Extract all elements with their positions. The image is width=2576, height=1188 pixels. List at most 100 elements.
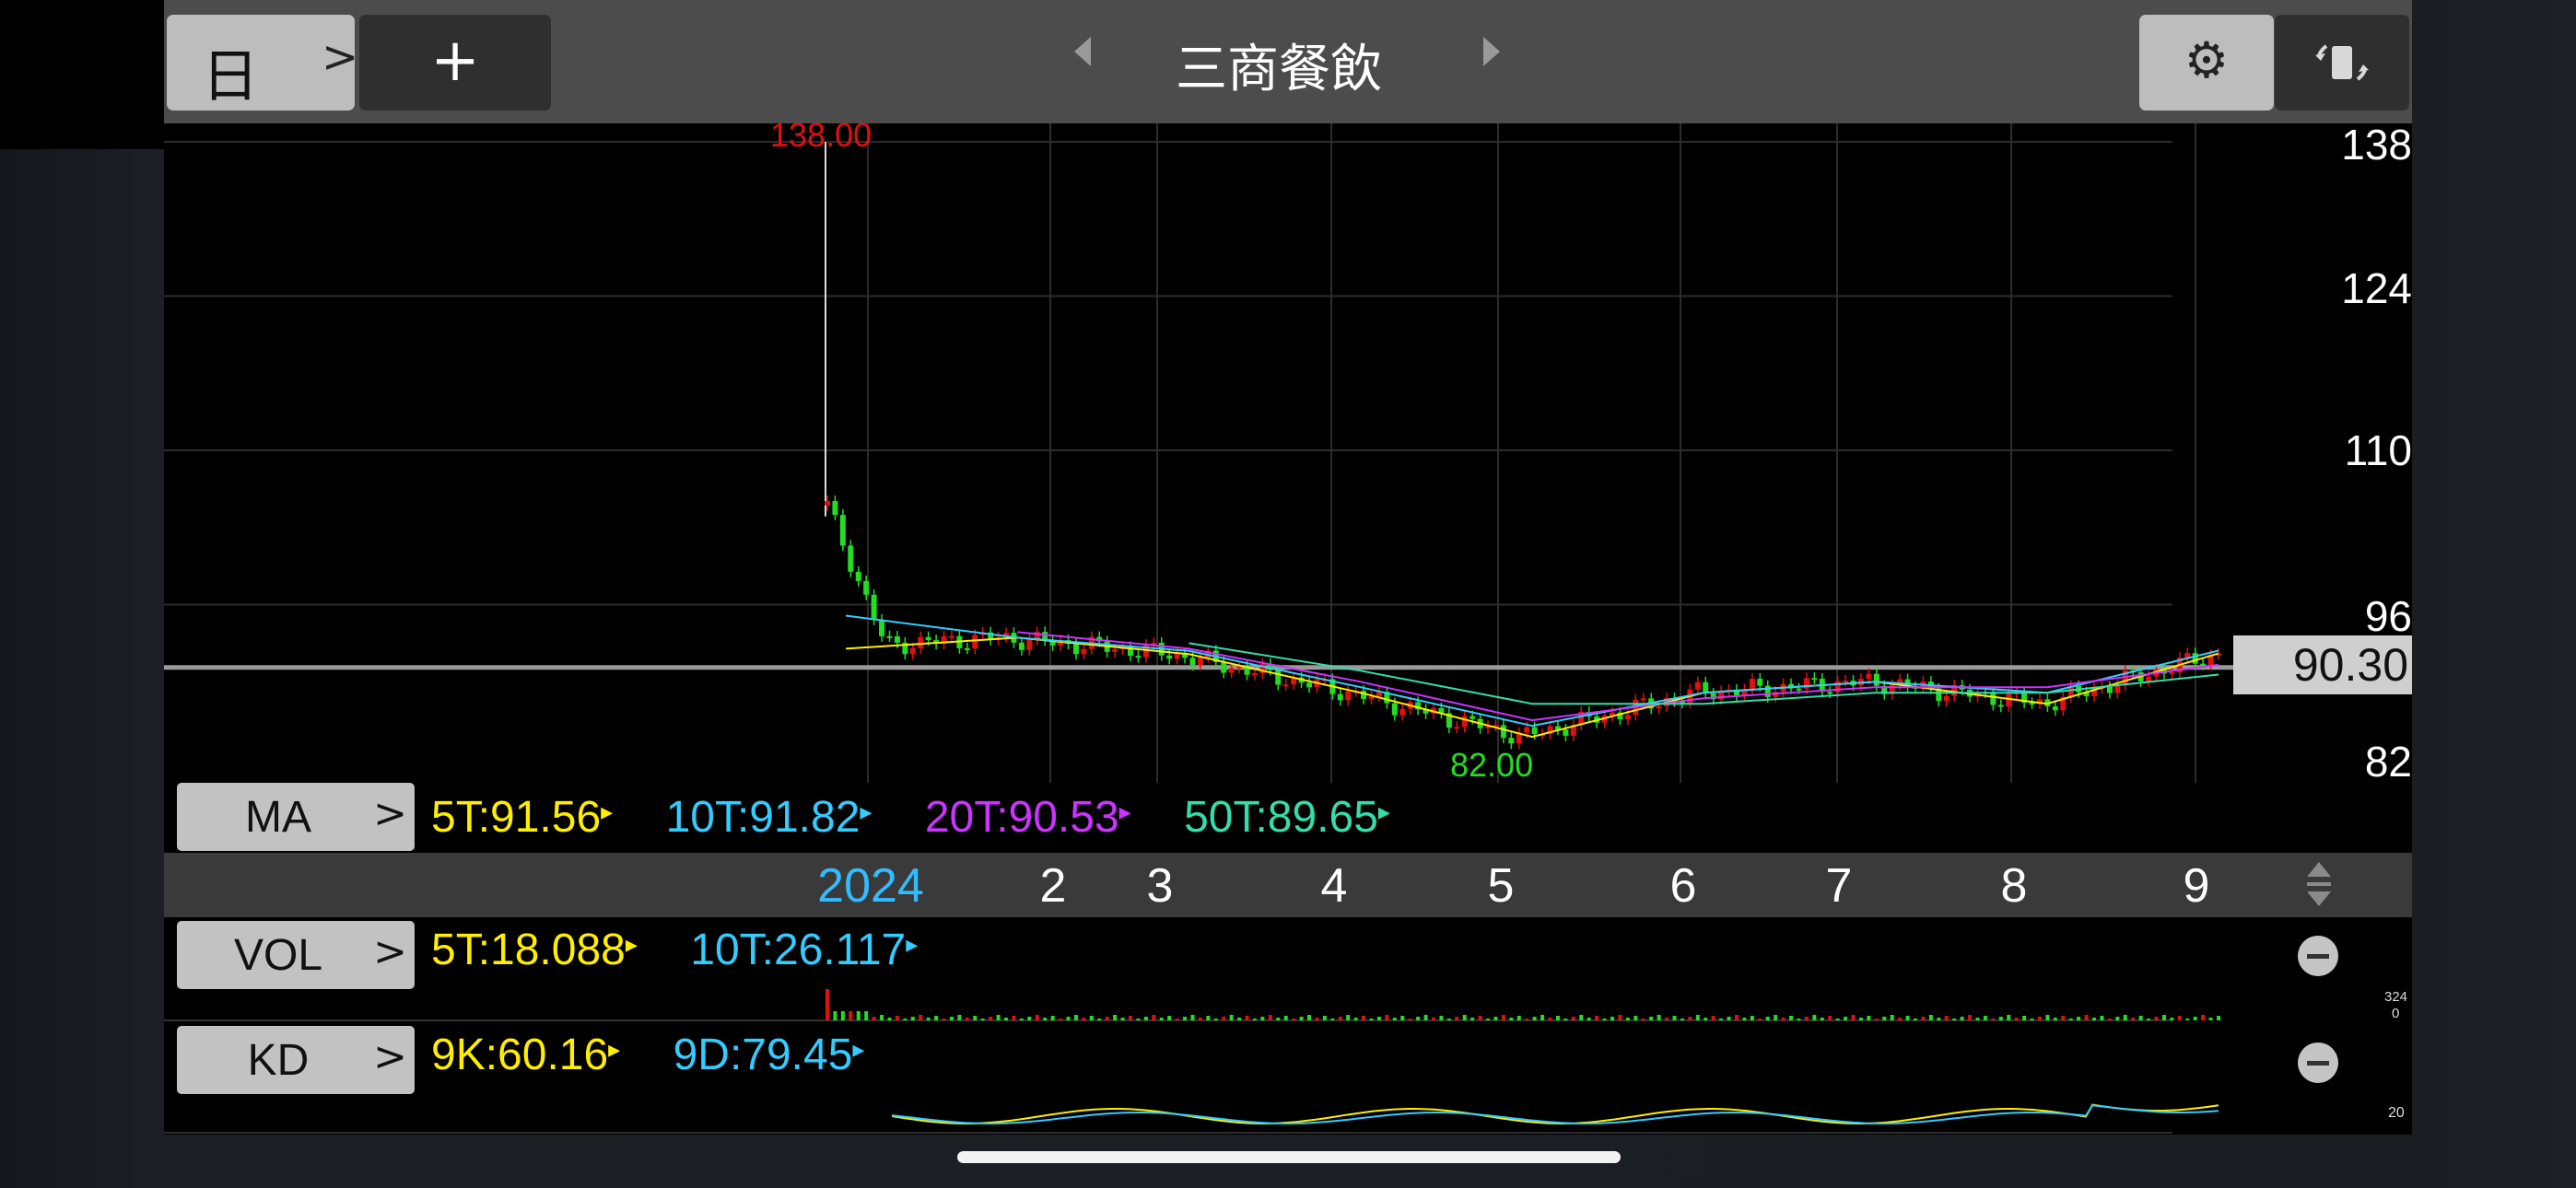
candle-body <box>1656 706 1662 709</box>
volume-bar <box>1245 1016 1249 1020</box>
volume-bar <box>1571 1017 1575 1020</box>
price-axis-label: 124 <box>2341 264 2412 312</box>
candle-body <box>1811 678 1818 681</box>
volume-bar <box>910 1017 915 1020</box>
rotate-screen-button[interactable] <box>2275 15 2409 111</box>
volume-bar <box>1252 1019 1257 1020</box>
candle-body <box>1990 693 1996 705</box>
volume-bar <box>2177 1016 2182 1020</box>
volume-bar <box>1672 1016 1677 1020</box>
volume-bar <box>1392 1018 1397 1020</box>
volume-bar <box>957 1015 962 1020</box>
home-indicator[interactable] <box>957 1151 1621 1163</box>
candle-body <box>1018 642 1025 650</box>
candle-body <box>2146 676 2152 681</box>
volume-bar <box>880 1015 884 1020</box>
settings-button[interactable]: ⚙ <box>2139 15 2274 111</box>
candle-body <box>1624 715 1631 720</box>
volume-bar <box>2208 1018 2213 1020</box>
volume-bar <box>934 1016 939 1020</box>
candle-body <box>2192 653 2198 664</box>
volume-bar <box>1525 1019 1529 1020</box>
volume-bar <box>1680 1019 1684 1020</box>
volume-bar <box>942 1019 946 1020</box>
volume-bar <box>2170 1018 2174 1020</box>
candle-body <box>1516 732 1522 744</box>
candle-body <box>1873 673 1879 686</box>
candle-body <box>2006 693 2012 707</box>
volume-bar <box>2077 1017 2081 1020</box>
volume-bar <box>840 1011 845 1020</box>
ma-line-10T <box>845 614 2219 728</box>
volume-bar <box>1066 1017 1071 1020</box>
remove-kd-panel-button[interactable] <box>2298 1042 2338 1083</box>
add-button[interactable]: + <box>359 15 551 111</box>
volume-bar <box>1307 1015 1312 1020</box>
volume-bar <box>1579 1015 1584 1020</box>
volume-bar <box>1276 1018 1281 1020</box>
volume-bar <box>864 1011 869 1020</box>
volume-bar <box>1260 1017 1265 1020</box>
candle-body <box>1897 679 1903 685</box>
volume-bar <box>1362 1016 1366 1020</box>
candlestick-plot <box>164 123 2233 783</box>
kd-button[interactable]: KD > <box>177 1026 415 1094</box>
candle-body <box>1500 725 1506 739</box>
resize-handle-icon[interactable] <box>2303 856 2335 914</box>
candle-body <box>1228 668 1235 673</box>
volume-bar <box>1159 1018 1164 1020</box>
volume-bar <box>1602 1019 1607 1020</box>
candle-body <box>1694 681 1701 690</box>
volume-bar <box>2084 1015 2089 1020</box>
volume-bar <box>1983 1016 1987 1020</box>
remove-vol-panel-button[interactable] <box>2298 936 2338 976</box>
candle-body <box>1843 681 1849 683</box>
next-stock-icon[interactable] <box>1483 37 1500 66</box>
volume-bar <box>996 1015 1001 1020</box>
volume-bar <box>903 1019 907 1020</box>
volume-bar <box>1446 1019 1451 1020</box>
vol-button[interactable]: VOL > <box>177 921 415 989</box>
candle-body <box>1617 712 1623 720</box>
volume-bar <box>1183 1017 1188 1020</box>
candle-body <box>1547 726 1553 735</box>
k-line <box>891 1103 2219 1125</box>
candle-body <box>1943 695 1950 702</box>
candle-body <box>1889 684 1895 694</box>
volume-bar <box>2138 1016 2143 1020</box>
volume-bar <box>1097 1019 1102 1020</box>
volume-bar <box>1105 1017 1109 1020</box>
volume-bar <box>1998 1017 2003 1020</box>
time-axis[interactable]: 2024 2 3 4 5 6 7 8 9 <box>164 853 2412 917</box>
toolbar: 日 > + 三商餐飲 ⚙ <box>164 0 2412 123</box>
candle-body <box>1469 716 1476 719</box>
previous-stock-icon[interactable] <box>1074 37 1091 66</box>
candle-body <box>1259 663 1266 673</box>
candle-body <box>1951 685 1958 696</box>
volume-bar <box>1874 1019 1879 1020</box>
status-area <box>0 0 164 149</box>
volume-bar <box>1858 1018 1863 1020</box>
volume-bar <box>1595 1016 1599 1020</box>
volume-bar <box>1750 1016 1754 1020</box>
volume-bar <box>1322 1016 1327 1020</box>
candle-body <box>1081 648 1087 655</box>
volume-bar <box>1268 1015 1272 1020</box>
volume-panel: VOL > 5T:18.088▸ 10T:26.117▸ 324 0 <box>164 917 2412 1024</box>
price-chart[interactable]: 138 124 110 96 82 90.30 138.00 82.00 <box>164 116 2412 786</box>
candle-body <box>933 640 940 645</box>
candle-body <box>1291 677 1297 685</box>
candle-body <box>1368 696 1375 699</box>
ma-button[interactable]: MA > <box>177 783 415 851</box>
volume-bar <box>1633 1016 1638 1020</box>
candle-body <box>2169 672 2175 675</box>
period-selector-button[interactable]: 日 > <box>167 15 358 111</box>
volume-bar <box>1968 1015 1973 1020</box>
candle-body <box>925 636 931 641</box>
volume-bar <box>1975 1018 1980 1020</box>
volume-bar <box>2185 1019 2190 1020</box>
volume-bar <box>2123 1015 2127 1020</box>
ma50-value: 50T:89.65▸ <box>1184 793 1390 842</box>
volume-bar <box>1213 1019 1218 1020</box>
volume-bar <box>965 1018 969 1020</box>
